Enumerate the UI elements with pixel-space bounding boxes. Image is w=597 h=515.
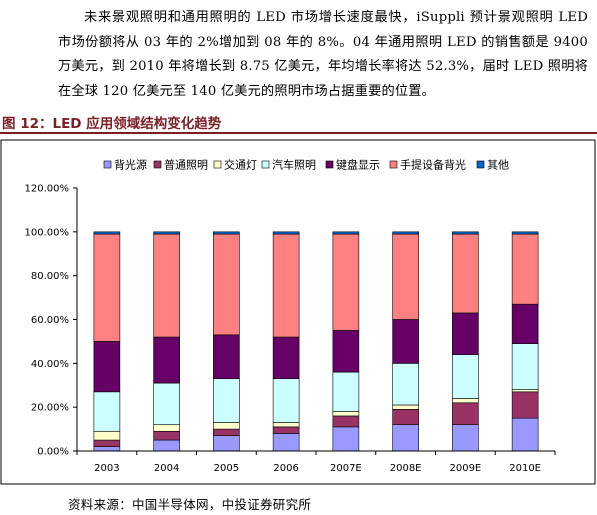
legend-label-0: 背光源 [114,158,147,172]
x-tick-label-2: 2005 [214,463,239,474]
bar-segment-1-6 [153,231,180,235]
bar-segment-4-0 [332,426,360,452]
bar-segment-1-5 [153,233,180,338]
bar-segment-6-2 [452,398,479,404]
bar-segment-2-1 [213,428,240,436]
bar-segment-7-2 [511,389,539,393]
y-tick-label-2: 40.00% [31,359,69,370]
bar-segment-0-6 [93,231,121,235]
bar-segment-4-3 [332,371,360,412]
x-tick-label-3: 2006 [273,463,298,474]
bar-segment-3-6 [272,231,300,235]
bar-segment-7-4 [511,303,539,344]
legend-swatch-5 [389,160,398,169]
x-tick-label-4: 2007E [330,463,362,474]
bar-segment-1-1 [153,430,180,441]
bar-segment-2-0 [213,435,240,452]
bar-segment-0-2 [93,430,121,441]
legend-label-5: 手提设备背光 [400,158,466,172]
legend-swatch-6 [476,160,485,169]
body-paragraph: 未来景观照明和通用照明的 LED 市场增长速度最快，iSuppli 预计景观照明… [58,10,588,99]
legend-label-1: 普通照明 [164,158,208,172]
legend-label-3: 汽车照明 [272,158,316,172]
bar-segment-4-5 [332,233,360,331]
y-tick-label-4: 80.00% [31,271,69,282]
legend-swatch-0 [103,160,112,169]
bar-segment-4-6 [332,231,360,235]
x-tick-label-6: 2009E [449,463,481,474]
x-tick-label-5: 2008E [390,463,422,474]
stacked-bar-chart: 背光源 普通照明 交通灯 汽车照明 键盘显示 手提设备背光 其他 0.00% 20.00% 40.… [0,139,596,485]
bar-segment-6-6 [452,231,479,235]
bar-segment-0-3 [93,391,121,432]
bar-segment-1-0 [153,439,180,452]
bar-segment-0-1 [93,439,121,447]
x-tick-label-0: 2003 [94,463,119,474]
x-tick-label-1: 2004 [154,463,179,474]
bar-segment-5-4 [392,319,419,364]
chart-frame [0,139,596,485]
legend-label-4: 键盘显示 [336,158,380,172]
bar-segment-7-6 [511,231,539,235]
bar-segment-0-4 [93,341,121,393]
bar-segment-5-1 [392,409,419,426]
bar-segment-1-2 [153,424,180,432]
source-note: 资料来源：中国半导体网，中投证券研究所 [68,497,312,512]
bar-segment-7-5 [511,233,539,305]
bar-segment-6-0 [452,424,479,452]
bar-segment-2-5 [213,233,240,336]
y-tick-label-6: 120.00% [25,184,70,195]
legend-swatch-3 [261,160,270,169]
bar-segment-0-0 [93,446,121,452]
bar-segment-2-3 [213,378,240,423]
bar-segment-7-0 [511,417,539,452]
bar-segment-4-1 [332,415,360,428]
bar-segment-2-4 [213,334,240,379]
bar-segment-5-3 [392,363,419,406]
bar-segment-0-5 [93,233,121,342]
bar-segment-3-1 [272,426,300,434]
figure-title: 图 12：LED 应用领域结构变化趋势 [2,116,222,132]
bar-segment-1-3 [153,382,180,426]
bar-segment-6-4 [452,312,479,355]
bar-segment-7-1 [511,391,539,419]
bar-segment-4-4 [332,330,360,373]
legend-label-6: 其他 [487,159,509,172]
legend-swatch-1 [153,160,162,169]
bar-segment-6-5 [452,233,479,314]
bar-segment-1-4 [153,336,180,384]
bar-segment-5-6 [392,231,419,235]
x-tick-label-7: 2010E [509,463,541,474]
bar-segment-3-4 [272,336,300,379]
y-tick-label-5: 100.00% [25,227,70,238]
y-tick-label-0: 0.00% [37,447,69,458]
bar-segment-5-0 [392,424,419,452]
bar-segment-3-0 [272,433,300,452]
bar-segment-5-5 [392,233,419,320]
bar-segment-4-2 [332,411,360,417]
legend-swatch-2 [213,160,222,169]
y-tick-label-1: 20.00% [31,403,69,414]
figure-title-divider [0,132,597,134]
bar-segment-7-3 [511,343,539,390]
bar-segment-5-2 [392,404,419,410]
legend-swatch-4 [325,160,334,169]
bar-segment-3-5 [272,233,300,338]
legend-label-2: 交通灯 [224,158,257,172]
bar-segment-3-3 [272,378,300,423]
bar-segment-2-6 [213,231,240,235]
bar-segment-3-2 [272,422,300,428]
bar-segment-6-3 [452,354,479,399]
bar-segment-2-2 [213,422,240,430]
y-tick-label-3: 60.00% [31,315,69,326]
bar-segment-6-1 [452,402,479,425]
